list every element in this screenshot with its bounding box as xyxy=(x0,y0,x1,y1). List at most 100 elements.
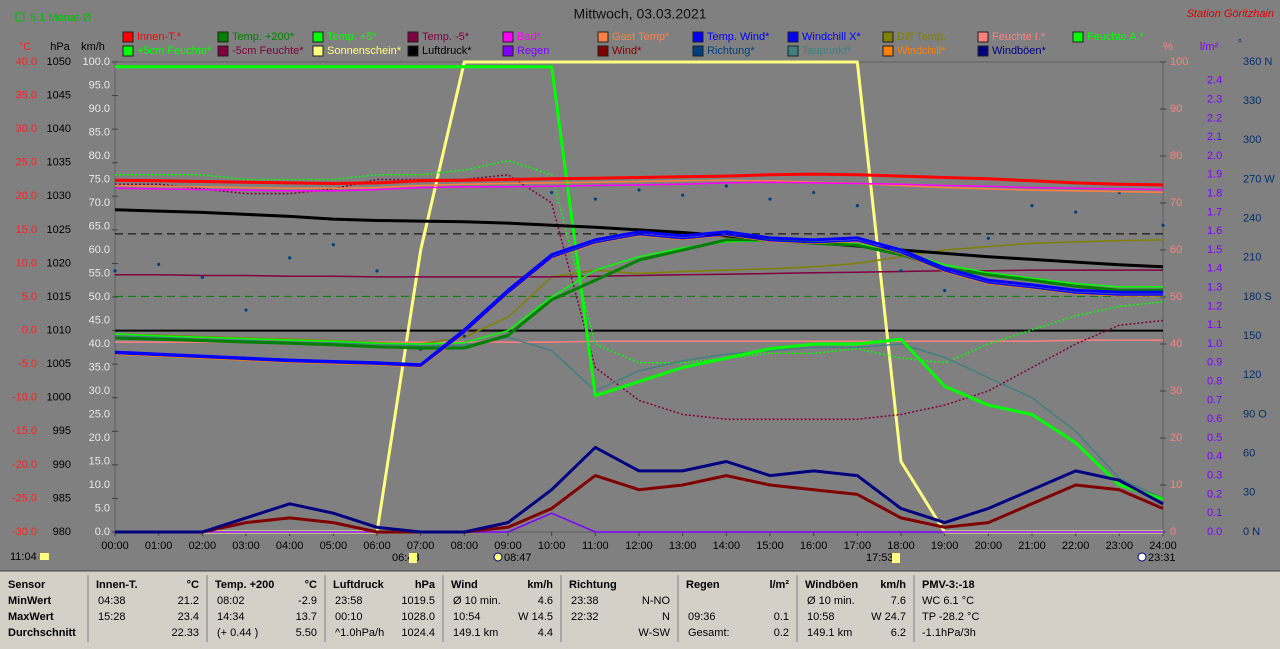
data-point xyxy=(637,188,641,192)
y-tick-label: 10.0 xyxy=(16,257,37,269)
y-tick-label: 1.3 xyxy=(1207,282,1222,294)
data-point xyxy=(113,269,117,273)
legend-label: Luftdruck* xyxy=(422,45,472,57)
y-tick-label: 2.0 xyxy=(1207,150,1222,162)
y-tick-label: 100 xyxy=(1170,56,1188,68)
y-tick-label: 1040 xyxy=(47,123,71,135)
data-point xyxy=(1074,210,1078,214)
series-line xyxy=(115,474,1164,534)
y-tick-label: 65.0 xyxy=(89,220,110,232)
series-line xyxy=(115,65,1164,501)
x-tick-label: 24:00 xyxy=(1149,540,1177,552)
table-header: Luftdruck xyxy=(333,579,385,591)
series-line xyxy=(114,172,1164,187)
y-tick-label: 60 xyxy=(1170,244,1182,256)
y-tick-label: 980 xyxy=(53,526,71,538)
y-tick-label: 70.0 xyxy=(89,197,110,209)
data-point xyxy=(812,190,816,195)
y-tick-label: 45.0 xyxy=(89,314,110,326)
y-tick-label: 0 xyxy=(1170,526,1176,538)
month-checkbox[interactable] xyxy=(15,12,25,22)
table-unit: l/m² xyxy=(769,579,789,591)
y-tick-label: 15.0 xyxy=(16,224,37,236)
y-tick-label: 150 xyxy=(1243,330,1261,342)
table-cell: 22.33 xyxy=(171,627,199,639)
y-tick-label: -15.0 xyxy=(12,425,37,437)
data-point xyxy=(288,256,292,260)
y-tick-label: 2.2 xyxy=(1207,112,1222,124)
legend-swatch xyxy=(597,31,609,43)
y-tick-label: 360 N xyxy=(1243,56,1272,68)
legend-label: -5cm Feuchte* xyxy=(232,45,304,57)
series-line xyxy=(114,238,1163,350)
y-tick-label: 990 xyxy=(53,459,71,471)
table-header: Innen-T. xyxy=(96,579,138,591)
x-tick-label: 17:00 xyxy=(844,540,872,552)
y-tick-label: 30.0 xyxy=(16,123,37,135)
y-tick-label: 1.8 xyxy=(1207,188,1222,200)
table-cell: TP -28.2 °C xyxy=(922,611,979,623)
legend-swatch xyxy=(502,31,514,43)
table-header: Regen xyxy=(686,579,720,591)
sunset: 17:53 xyxy=(866,552,894,564)
data-point xyxy=(462,334,466,338)
table-cell: 23:38 xyxy=(571,595,599,607)
table-cell: 13.7 xyxy=(296,611,317,623)
y-tick-label: 100.0 xyxy=(82,56,110,68)
table-cell: 22:32 xyxy=(571,611,599,623)
y-tick-label: 330 xyxy=(1243,95,1261,107)
legend-label: Windchill X* xyxy=(802,31,861,43)
legend-swatch xyxy=(407,45,419,57)
table-cell: -1.1hPa/3h xyxy=(922,627,976,639)
table-unit: hPa xyxy=(415,579,436,591)
y-tick-label: -30.0 xyxy=(12,526,37,538)
legend-swatch xyxy=(977,45,989,57)
y-tick-label: 1000 xyxy=(47,392,71,404)
y-tick-label: 1.2 xyxy=(1207,300,1222,312)
table-cell: Gesamt: xyxy=(688,627,730,639)
legend-swatch xyxy=(977,31,989,43)
y-tick-label: 60 xyxy=(1243,448,1255,460)
y-tick-label: 25.0 xyxy=(89,408,110,420)
table-header: Windböen xyxy=(805,579,858,591)
series-line xyxy=(114,179,1164,194)
legend-label: Gast Temp* xyxy=(612,31,670,43)
y-tick-label: 985 xyxy=(53,492,71,504)
legend-label: Temp. Wind* xyxy=(707,31,770,43)
table-cell: 21.2 xyxy=(178,595,199,607)
legend-label: Feuchte I.* xyxy=(992,31,1046,43)
legend-label: Richtung* xyxy=(707,45,755,57)
y-tick-label: 270 W xyxy=(1243,173,1275,185)
legend-swatch xyxy=(122,45,134,57)
legend-label: Innen-T.* xyxy=(137,31,182,43)
legend-label: Temp. +5* xyxy=(327,31,378,43)
data-point xyxy=(331,243,335,247)
data-point xyxy=(855,204,859,208)
data-point xyxy=(550,190,554,195)
table-cell: 1028.0 xyxy=(401,611,435,623)
y-tick-label: 0.0 xyxy=(1207,526,1222,538)
y-tick-label: -25.0 xyxy=(12,492,37,504)
y-tick-label: 0.2 xyxy=(1207,488,1222,500)
x-tick-label: 05:00 xyxy=(320,540,348,552)
axis-title: % xyxy=(1163,41,1173,53)
table-unit: km/h xyxy=(880,579,906,591)
x-tick-label: 00:00 xyxy=(101,540,129,552)
data-point xyxy=(244,308,248,312)
series-line xyxy=(114,181,1164,192)
y-tick-label: 240 xyxy=(1243,213,1261,225)
moon-icon xyxy=(493,552,503,562)
legend-swatch xyxy=(502,45,514,57)
y-tick-label: 10 xyxy=(1170,479,1182,491)
y-tick-label: 1.5 xyxy=(1207,244,1222,256)
series-line xyxy=(114,230,1163,367)
series-line xyxy=(115,445,1164,534)
table-cell: 09:36 xyxy=(688,611,716,623)
row-label: MinWert xyxy=(8,595,52,607)
table-background xyxy=(0,571,1280,644)
y-tick-label: 50.0 xyxy=(89,291,110,303)
legend-swatch xyxy=(787,45,799,57)
y-tick-label: 25.0 xyxy=(16,157,37,169)
y-tick-label: 1.4 xyxy=(1207,263,1222,275)
y-tick-label: 210 xyxy=(1243,252,1261,264)
